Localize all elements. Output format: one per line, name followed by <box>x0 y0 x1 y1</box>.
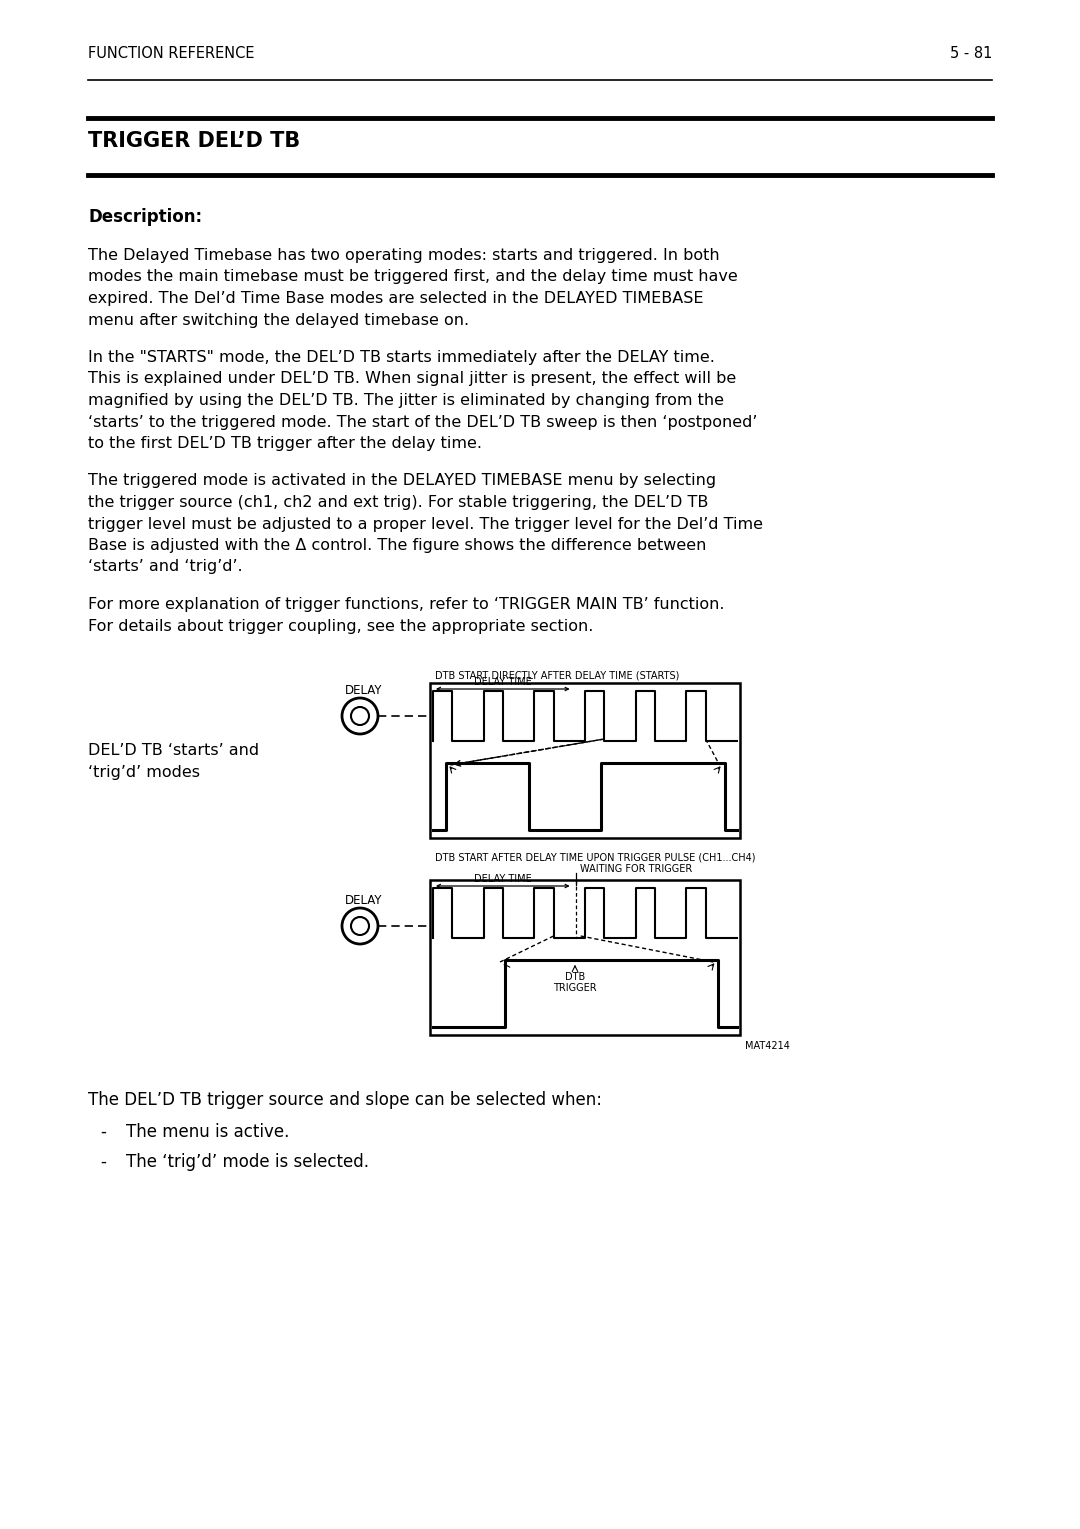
Text: ‘starts’ and ‘trig’d’.: ‘starts’ and ‘trig’d’. <box>87 560 243 575</box>
Text: DTB START AFTER DELAY TIME UPON TRIGGER PULSE (CH1...CH4): DTB START AFTER DELAY TIME UPON TRIGGER … <box>435 852 756 862</box>
Text: The menu is active.: The menu is active. <box>126 1122 289 1141</box>
Text: trigger level must be adjusted to a proper level. The trigger level for the Del’: trigger level must be adjusted to a prop… <box>87 517 762 532</box>
Text: expired. The Del’d Time Base modes are selected in the DELAYED TIMEBASE: expired. The Del’d Time Base modes are s… <box>87 291 703 306</box>
Text: The Delayed Timebase has two operating modes: starts and triggered. In both: The Delayed Timebase has two operating m… <box>87 248 719 263</box>
Text: DELAY TIME: DELAY TIME <box>474 875 531 884</box>
Text: ‘trig’d’ modes: ‘trig’d’ modes <box>87 764 200 780</box>
Text: The triggered mode is activated in the DELAYED TIMEBASE menu by selecting: The triggered mode is activated in the D… <box>87 474 716 488</box>
Text: DELAY TIME: DELAY TIME <box>474 677 531 687</box>
Text: to the first DEL’D TB trigger after the delay time.: to the first DEL’D TB trigger after the … <box>87 436 482 451</box>
Text: DELAY: DELAY <box>345 683 382 697</box>
Text: menu after switching the delayed timebase on.: menu after switching the delayed timebas… <box>87 312 469 327</box>
Text: DEL’D TB ‘starts’ and: DEL’D TB ‘starts’ and <box>87 743 259 758</box>
Bar <box>430 683 740 838</box>
Text: TRIGGER: TRIGGER <box>553 983 597 992</box>
Text: In the "STARTS" mode, the DEL’D TB starts immediately after the DELAY time.: In the "STARTS" mode, the DEL’D TB start… <box>87 350 715 365</box>
Text: modes the main timebase must be triggered first, and the delay time must have: modes the main timebase must be triggere… <box>87 269 738 284</box>
Text: WAITING FOR TRIGGER: WAITING FOR TRIGGER <box>580 864 692 875</box>
Text: -: - <box>100 1153 106 1171</box>
Text: Description:: Description: <box>87 208 202 226</box>
Text: DTB START DIRECTLY AFTER DELAY TIME (STARTS): DTB START DIRECTLY AFTER DELAY TIME (STA… <box>435 670 679 680</box>
Text: magnified by using the DEL’D TB. The jitter is eliminated by changing from the: magnified by using the DEL’D TB. The jit… <box>87 393 724 408</box>
Text: This is explained under DEL’D TB. When signal jitter is present, the effect will: This is explained under DEL’D TB. When s… <box>87 372 737 387</box>
Text: ‘starts’ to the triggered mode. The start of the DEL’D TB sweep is then ‘postpon: ‘starts’ to the triggered mode. The star… <box>87 414 757 430</box>
Text: DELAY: DELAY <box>345 894 382 907</box>
Text: The DEL’D TB trigger source and slope can be selected when:: The DEL’D TB trigger source and slope ca… <box>87 1092 602 1109</box>
Text: 5 - 81: 5 - 81 <box>949 46 993 61</box>
Text: -: - <box>100 1122 106 1141</box>
Text: For more explanation of trigger functions, refer to ‘TRIGGER MAIN TB’ function.: For more explanation of trigger function… <box>87 596 725 612</box>
Text: TRIGGER DEL’D TB: TRIGGER DEL’D TB <box>87 131 300 151</box>
Text: For details about trigger coupling, see the appropriate section.: For details about trigger coupling, see … <box>87 619 593 633</box>
Text: DTB: DTB <box>565 972 585 982</box>
Bar <box>430 881 740 1035</box>
Text: The ‘trig’d’ mode is selected.: The ‘trig’d’ mode is selected. <box>126 1153 369 1171</box>
Text: FUNCTION REFERENCE: FUNCTION REFERENCE <box>87 46 255 61</box>
Text: Base is adjusted with the Δ control. The figure shows the difference between: Base is adjusted with the Δ control. The… <box>87 538 706 553</box>
Text: MAT4214: MAT4214 <box>745 1041 789 1050</box>
Text: the trigger source (ch1, ch2 and ext trig). For stable triggering, the DEL’D TB: the trigger source (ch1, ch2 and ext tri… <box>87 495 708 511</box>
